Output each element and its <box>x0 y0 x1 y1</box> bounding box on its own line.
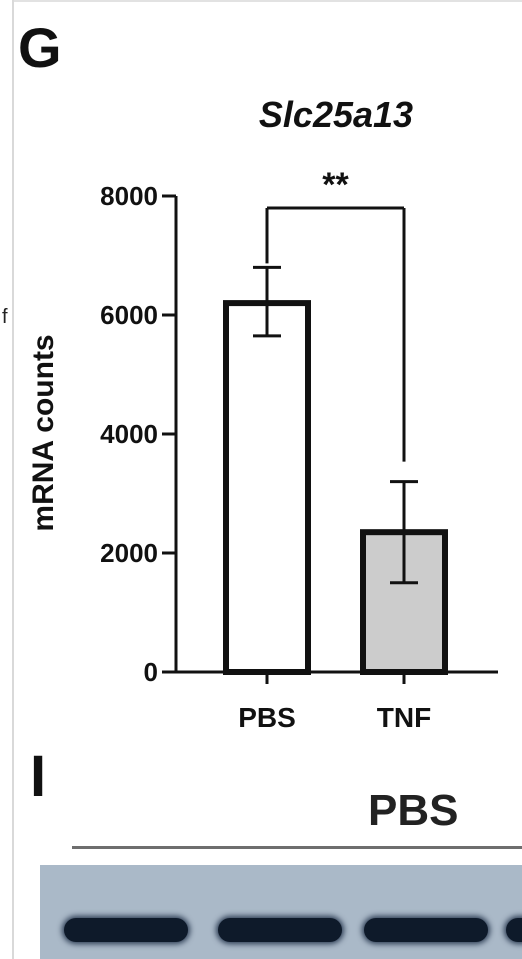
x-tick-label: TNF <box>377 702 431 733</box>
left-border <box>12 0 14 959</box>
blot-band <box>364 918 488 942</box>
blot-header: PBS <box>368 786 459 835</box>
bar <box>223 300 311 675</box>
bar-chart: Slc25a13 mRNA counts 0 2000 4000 6000 8000 PB… <box>27 94 498 733</box>
y-tick-label: 6000 <box>100 300 158 330</box>
blot-band <box>218 918 342 942</box>
y-tick-label: 4000 <box>100 419 158 449</box>
y-axis-label: mRNA counts <box>27 334 60 531</box>
panel-label-g: G <box>18 16 62 79</box>
y-tick-label: 2000 <box>100 538 158 568</box>
x-tick-label: PBS <box>238 702 296 733</box>
blot-band <box>64 918 188 942</box>
significance-label: ** <box>322 166 349 204</box>
y-tick-label: 0 <box>144 657 158 687</box>
panel-label-i: I <box>30 744 47 809</box>
blot-band <box>506 918 522 942</box>
chart-title: Slc25a13 <box>259 94 413 135</box>
y-tick-label: 8000 <box>100 181 158 211</box>
western-blot-image <box>40 865 522 959</box>
top-border <box>12 0 522 2</box>
blot-header-line <box>72 846 522 849</box>
stray-text: f <box>2 306 8 328</box>
chart-layer: 0 2000 4000 6000 8000 PBS TNF ** <box>100 166 498 733</box>
